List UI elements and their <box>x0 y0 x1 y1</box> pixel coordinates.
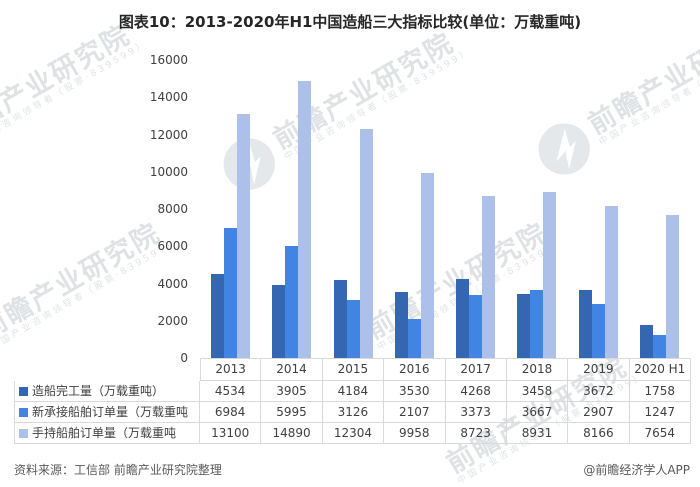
bar-series-2-2015 <box>346 299 360 358</box>
table-cell-s1-2013: 4534 <box>200 381 262 402</box>
table-col-header-2013: 2013 <box>200 358 262 381</box>
bar-series-1-2015 <box>333 280 347 358</box>
table-corner-empty <box>14 358 200 378</box>
bar-series-3-2014 <box>298 80 312 358</box>
bar-series-2-2020-H1 <box>652 334 666 358</box>
legend-cell-series-2: 新承接船舶订单量（万载重吨 <box>14 402 200 423</box>
table-cell-s2-2013: 6984 <box>200 402 262 423</box>
chart-title: 图表10：2013-2020年H1中国造船三大指标比较(单位：万载重吨) <box>118 13 582 31</box>
bar-series-3-2016 <box>420 172 434 358</box>
bar-group-2013 <box>200 60 261 358</box>
y-tick-label: 16000 <box>149 53 188 67</box>
table-col-header-2019: 2019 <box>568 358 630 381</box>
legend-swatch-series-3 <box>19 428 28 438</box>
bar-series-2-2014 <box>285 246 299 358</box>
table-col-header-2015: 2015 <box>322 358 385 381</box>
table-cell-s1-2019: 3672 <box>568 381 630 402</box>
table-cell-s2-2019: 2907 <box>568 402 630 423</box>
bar-series-3-2018 <box>543 191 557 358</box>
table-cell-s2-2018: 3667 <box>506 402 569 423</box>
bar-group-2018 <box>506 60 567 358</box>
bar-series-3-2019 <box>604 205 618 358</box>
legend-swatch-series-2 <box>19 407 28 417</box>
bar-series-1-2014 <box>272 285 286 358</box>
bar-group-2017 <box>445 60 506 358</box>
table-cell-s2-2016: 2107 <box>384 402 446 423</box>
table-col-header-2017: 2017 <box>445 358 507 381</box>
bar-series-3-2017 <box>482 195 496 358</box>
source-note: 资料来源：工信部 前瞻产业研究院整理 <box>14 463 222 477</box>
bar-series-1-2019 <box>578 289 592 358</box>
y-tick-label: 2000 <box>157 313 188 328</box>
table-cell-s3-2018: 8931 <box>506 423 569 444</box>
y-tick-label: 8000 <box>157 202 188 216</box>
table-cell-s1-2017: 4268 <box>445 381 507 402</box>
table-cell-s3-2019: 8166 <box>568 423 630 444</box>
legend-cell-series-1: 造船完工量（万载重吨） <box>14 381 200 402</box>
bar-group-2020-H1 <box>629 60 690 358</box>
legend-label-series-1: 造船完工量（万载重吨） <box>32 384 165 398</box>
table-cell-s3-2014: 14890 <box>261 423 323 444</box>
bar-series-1-2017 <box>456 278 470 358</box>
watermark-text: 前瞻产业研究院 <box>0 19 136 148</box>
bar-series-2-2018 <box>530 289 544 358</box>
table-cell-s1-2016: 3530 <box>384 381 446 402</box>
bar-series-1-2016 <box>394 292 408 358</box>
table-cell-s2-2017: 3373 <box>445 402 507 423</box>
bar-series-2-2017 <box>469 295 483 358</box>
bar-series-3-2020-H1 <box>665 215 679 358</box>
app-credit: @前瞻经济学人APP <box>583 463 690 477</box>
table-col-header-2016: 2016 <box>384 358 446 381</box>
table-col-header-2014: 2014 <box>261 358 323 381</box>
legend-cell-series-3: 手持船舶订单量（万载重吨 <box>14 423 200 444</box>
table-cell-s1-2018: 3458 <box>506 381 569 402</box>
table-cell-s3-2017: 8723 <box>445 423 507 444</box>
y-tick-label: 10000 <box>149 164 188 179</box>
table-col-header-2018: 2018 <box>506 358 569 381</box>
bar-series-2-2016 <box>407 318 421 358</box>
table-cell-s2-2015: 3126 <box>322 402 385 423</box>
y-tick-label: 4000 <box>157 276 188 291</box>
bar-series-3-2015 <box>359 128 373 358</box>
table-cell-s2-2014: 5995 <box>261 402 323 423</box>
bar-group-2016 <box>384 60 445 358</box>
bar-series-1-2020-H1 <box>639 325 653 358</box>
bar-series-3-2013 <box>237 114 251 358</box>
legend-swatch-series-1 <box>19 386 28 396</box>
y-tick-label: 12000 <box>149 127 188 142</box>
bar-series-2-2019 <box>591 303 605 358</box>
y-tick-label: 6000 <box>157 239 188 254</box>
bar-series-2-2013 <box>224 227 238 358</box>
y-tick-label: 14000 <box>149 90 188 105</box>
legend-label-series-3: 手持船舶订单量（万载重吨 <box>32 426 177 440</box>
table-cell-s3-2013: 13100 <box>200 423 262 444</box>
bar-group-2019 <box>568 60 629 358</box>
plot-area <box>200 60 690 358</box>
bar-group-2014 <box>261 60 322 358</box>
y-tick-label: 0 <box>180 351 188 365</box>
data-table: 2013 2014 2015 2016 2017 2018 2019 2020 H1 造船完工量… <box>14 358 691 444</box>
table-cell-s3-2015: 12304 <box>322 423 385 444</box>
table-cell-s3-2020-H1: 7654 <box>629 423 691 444</box>
table-cell-s1-2014: 3905 <box>261 381 323 402</box>
bar-group-2015 <box>323 60 384 358</box>
watermark-subtext: 中国产业咨询领导者（股票·839599） <box>0 237 180 353</box>
table-cell-s2-2020-H1: 1247 <box>629 402 691 423</box>
table-cell-s3-2016: 9958 <box>384 423 446 444</box>
table-cell-s1-2020-H1: 1758 <box>629 381 691 402</box>
legend-label-series-2: 新承接船舶订单量（万载重吨 <box>32 405 189 419</box>
bar-series-1-2013 <box>211 273 225 358</box>
bar-series-1-2018 <box>517 293 531 358</box>
table-cell-s1-2015: 4184 <box>322 381 385 402</box>
table-col-header-2020-H1: 2020 H1 <box>629 358 691 381</box>
